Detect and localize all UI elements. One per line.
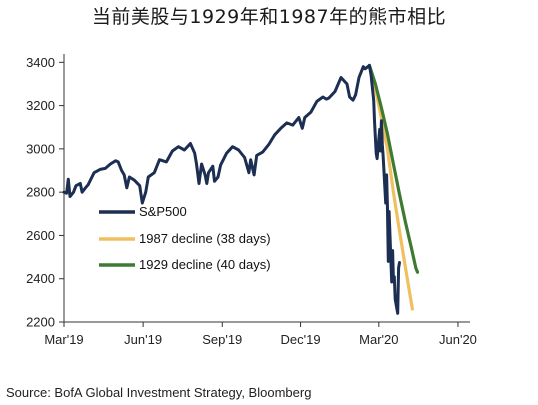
chart-title: 当前美股与1929年和1987年的熊市相比 — [91, 6, 447, 28]
y-tick-label: 2200 — [26, 315, 55, 330]
source-note: Source: BofA Global Investment Strategy,… — [6, 385, 312, 400]
y-tick-label: 3200 — [26, 98, 55, 113]
line-chart: 2200 2400 2600 2800 3000 3200 3400 Mar'19 Jun'19… — [26, 54, 477, 347]
y-tick-label: 2600 — [26, 228, 55, 243]
y-tick-label: 3400 — [26, 55, 55, 70]
y-tick-label: 2800 — [26, 185, 55, 200]
legend-label: 1929 decline (40 days) — [139, 257, 271, 272]
series-line-1929-decline — [367, 63, 420, 274]
x-tick-label: Jun'19 — [124, 332, 162, 347]
chart-axes: 2200 2400 2600 2800 3000 3200 3400 Mar'19 Jun'19… — [26, 54, 477, 347]
chart-legend: S&P500 1987 decline (38 days) 1929 decline… — [99, 204, 271, 272]
series-line-sp500 — [62, 63, 401, 315]
chart-series-lines — [62, 63, 420, 315]
legend-label: 1987 decline (38 days) — [139, 231, 271, 246]
x-tick-label: Sep'19 — [202, 332, 242, 347]
x-tick-label: Mar'20 — [359, 332, 398, 347]
x-tick-label: Dec'19 — [281, 332, 321, 347]
y-tick-label: 3000 — [26, 141, 55, 156]
y-tick-label: 2400 — [26, 271, 55, 286]
legend-label: S&P500 — [139, 204, 187, 219]
x-tick-label: Jun'20 — [439, 332, 477, 347]
x-tick-label: Mar'19 — [44, 332, 83, 347]
